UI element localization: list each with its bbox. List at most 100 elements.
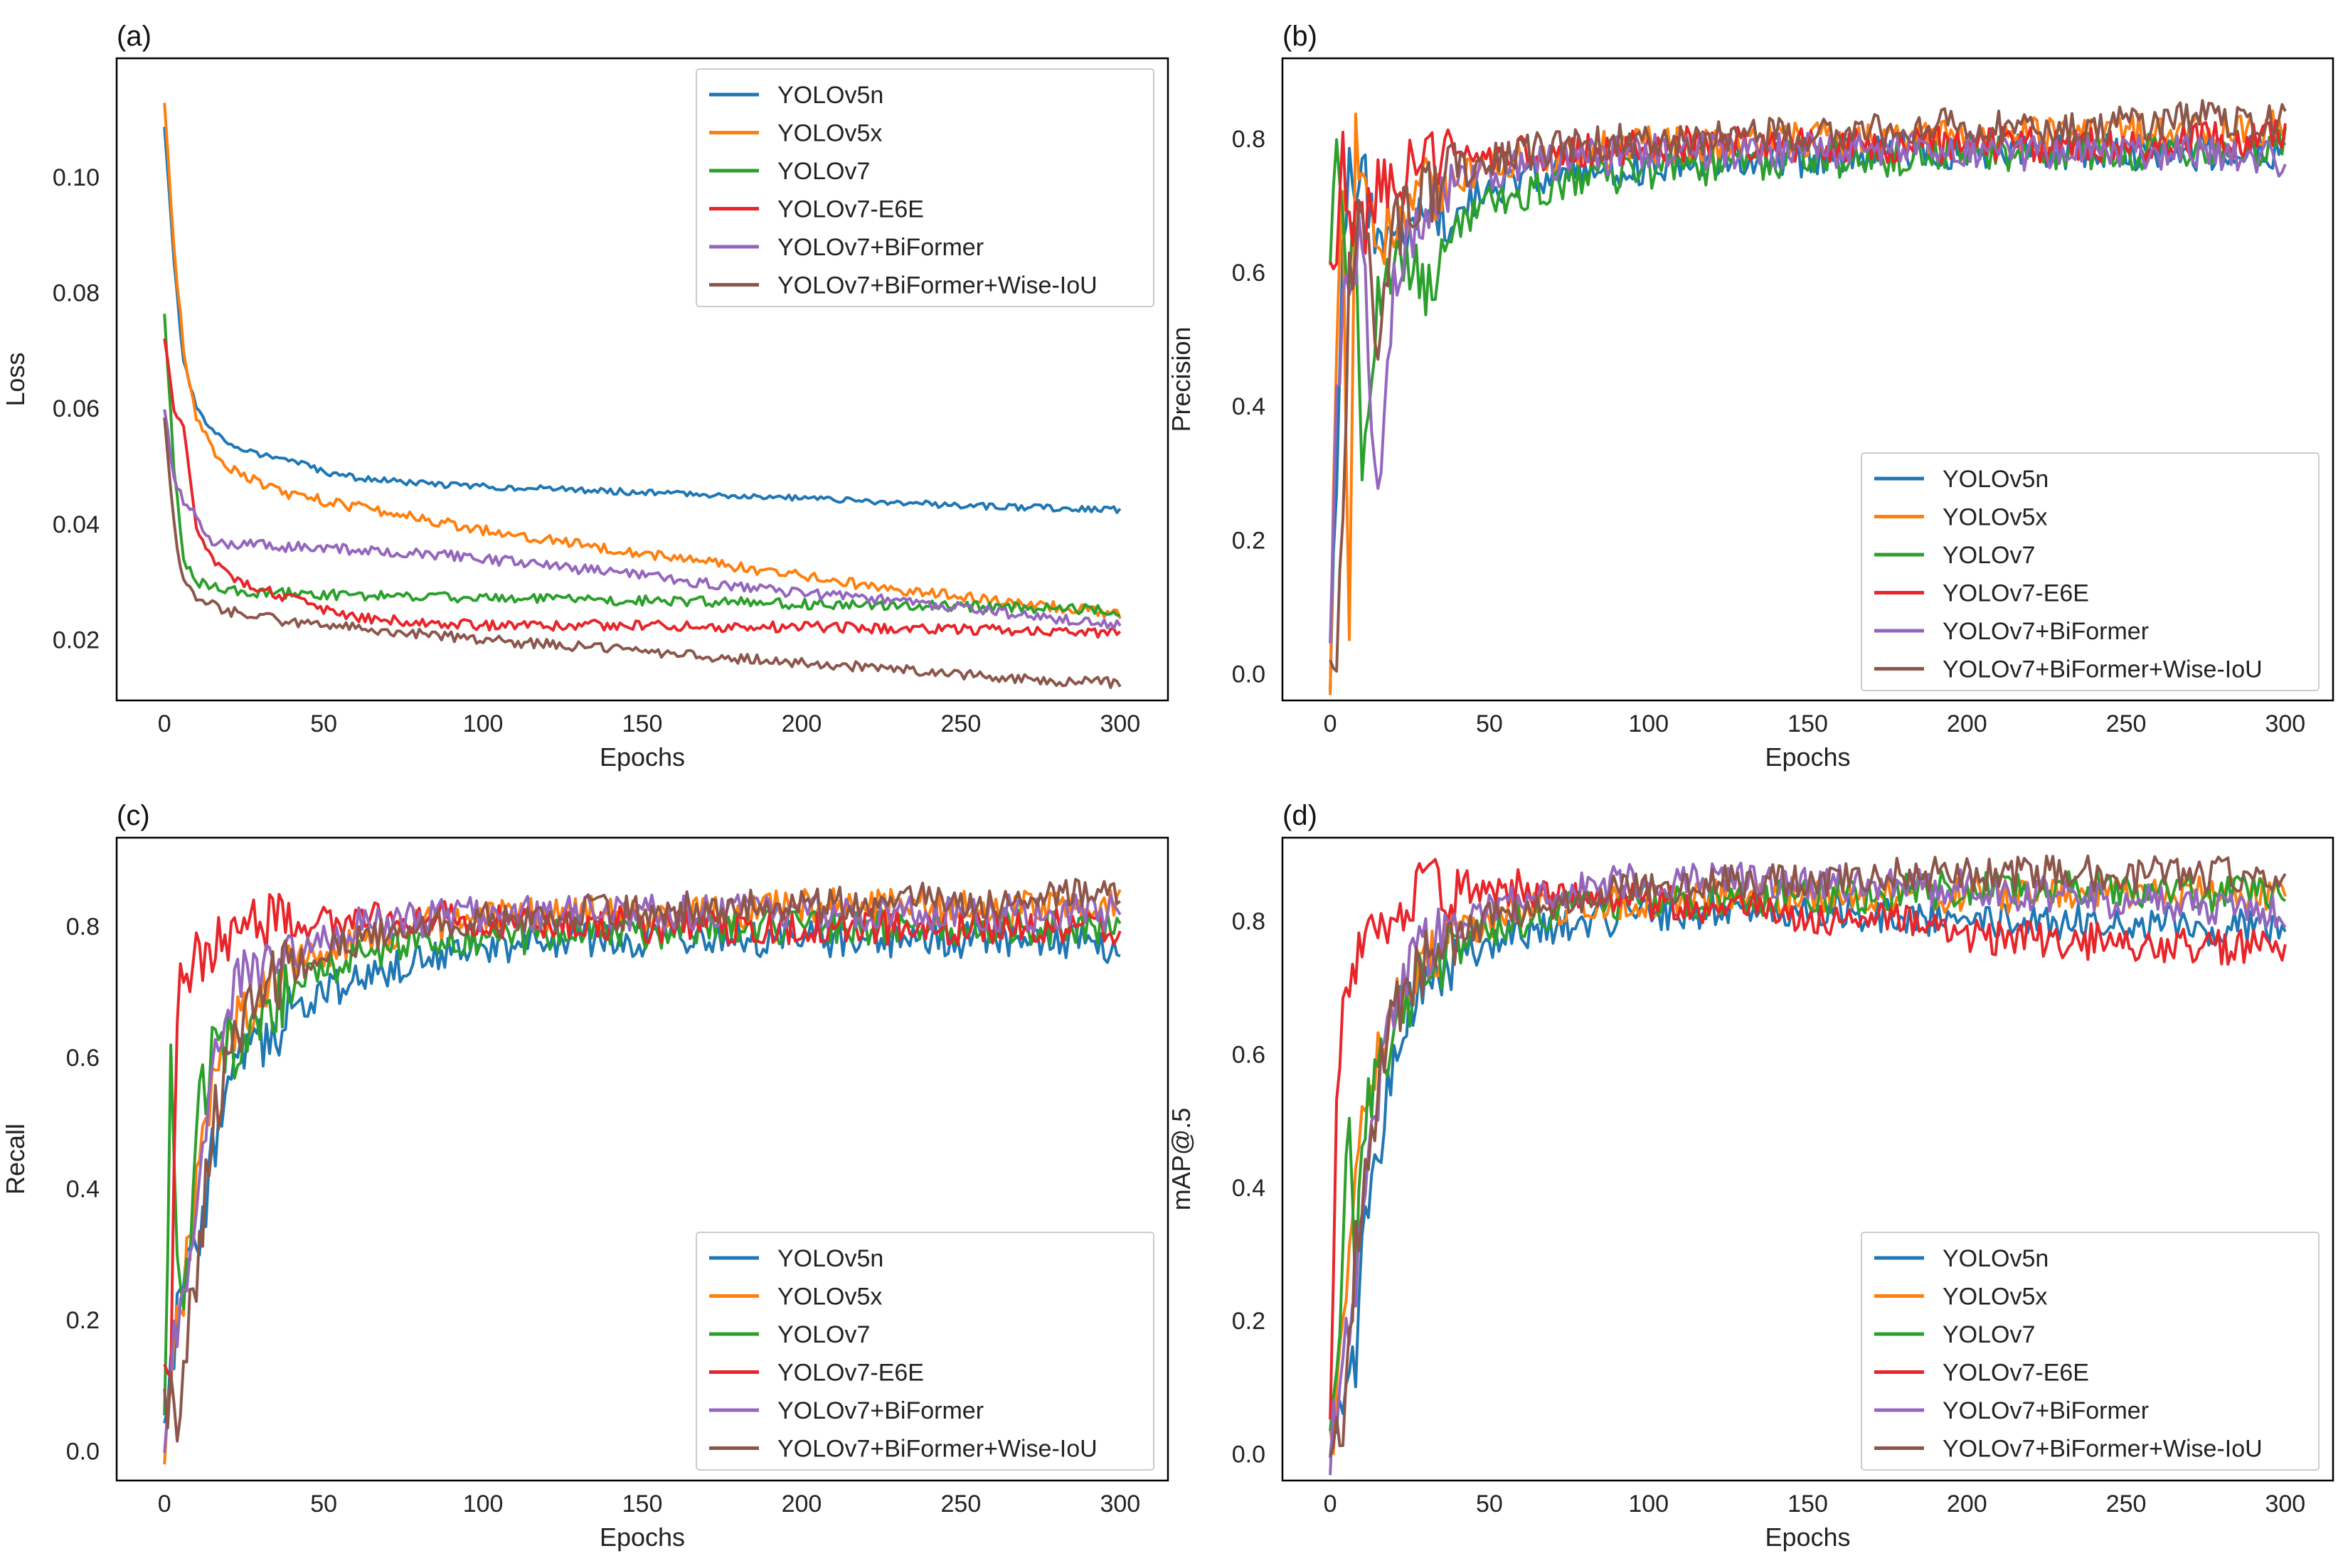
- x-tick-label: 100: [1628, 1490, 1669, 1518]
- x-axis-label: Epochs: [1765, 1522, 1850, 1552]
- legend-label: YOLOv5n: [1943, 1245, 2049, 1272]
- legend-box: [1861, 1232, 2320, 1471]
- panel-label: (b): [1282, 21, 1317, 52]
- legend-label: YOLOv5x: [777, 120, 882, 147]
- legend-label: YOLOv7+BiFormer: [1943, 1397, 2149, 1424]
- legend-box: [696, 1232, 1154, 1471]
- legend-label: YOLOv7+BiFormer+Wise-IoU: [777, 1436, 1098, 1463]
- y-tick-label: 0.6: [1232, 260, 1265, 287]
- legend-label: YOLOv7-E6E: [1943, 1360, 2089, 1387]
- legend-label: YOLOv7+BiFormer: [1943, 618, 2149, 645]
- series-line-3: [1329, 858, 2287, 1420]
- y-tick-label: 0.2: [1232, 527, 1265, 554]
- x-tick-label: 200: [1947, 710, 1987, 737]
- panel-3: (d) 0 50 100 150 200 250 300 0.0 0.2 0.4 0.6 0.8 Epoc…: [1167, 800, 2334, 1552]
- y-tick-label: 0.6: [1232, 1041, 1265, 1068]
- legend-label: YOLOv5x: [777, 1284, 882, 1311]
- x-axis-label: Epochs: [600, 1522, 685, 1552]
- y-tick-label: 0.2: [1232, 1308, 1265, 1335]
- plot-frame: [1281, 57, 2334, 702]
- legend: YOLOv5n YOLOv5x YOLOv7 YOLOv7-E6E YOLOv7+BiF…: [696, 1232, 1154, 1471]
- y-tick-label: 0.06: [53, 395, 100, 422]
- legend-label: YOLOv7+BiFormer+Wise-IoU: [1943, 656, 2263, 683]
- x-tick-label: 300: [2265, 710, 2305, 737]
- y-tick-label: 0.8: [1232, 908, 1265, 935]
- series-lines: [163, 878, 1122, 1465]
- series-lines: [1329, 99, 2287, 695]
- y-tick-label: 0.6: [66, 1045, 100, 1072]
- legend-label: YOLOv7-E6E: [777, 196, 924, 223]
- series-line-5: [1329, 854, 2287, 1458]
- y-tick-label: 0.8: [1232, 126, 1265, 153]
- series-line-0: [163, 127, 1122, 514]
- series-line-4: [163, 409, 1122, 630]
- panel-2: (c) 0 50 100 150 200 250 300 0.0 0.2 0.4 0.6 0.8 Epoc…: [1, 800, 1169, 1552]
- legend-label: YOLOv7+BiFormer+Wise-IoU: [777, 272, 1098, 299]
- series-lines: [163, 102, 1122, 689]
- legend-label: YOLOv5x: [1943, 1284, 2047, 1311]
- x-tick-label: 300: [1100, 710, 1140, 737]
- x-tick-label: 0: [158, 710, 171, 737]
- legend: YOLOv5n YOLOv5x YOLOv7 YOLOv7-E6E YOLOv7+BiF…: [1861, 1232, 2320, 1471]
- series-line-1: [163, 102, 1122, 619]
- x-tick-label: 100: [463, 710, 504, 737]
- y-tick-label: 0.0: [1232, 661, 1265, 688]
- y-tick-label: 0.8: [66, 914, 100, 941]
- y-tick-label: 0.04: [53, 511, 100, 538]
- legend-label: YOLOv7+BiFormer+Wise-IoU: [1943, 1436, 2263, 1463]
- series-line-3: [163, 338, 1122, 639]
- x-tick-label: 100: [463, 1490, 504, 1518]
- legend: YOLOv5n YOLOv5x YOLOv7 YOLOv7-E6E YOLOv7+BiF…: [696, 68, 1154, 307]
- x-tick-label: 0: [1324, 1490, 1337, 1518]
- legend-label: YOLOv5n: [1943, 466, 2049, 493]
- y-tick-label: 0.4: [1232, 1175, 1265, 1202]
- x-tick-label: 50: [310, 1490, 337, 1518]
- series-line-5: [1329, 99, 2287, 673]
- x-tick-label: 150: [1787, 710, 1828, 737]
- y-tick-label: 0.4: [1232, 393, 1265, 420]
- series-line-2: [163, 907, 1122, 1416]
- x-tick-label: 200: [782, 710, 822, 737]
- series-line-2: [163, 314, 1120, 617]
- x-tick-label: 150: [622, 1490, 663, 1518]
- y-tick-label: 0.2: [66, 1307, 100, 1334]
- y-axis-label: Loss: [1, 352, 30, 406]
- legend-label: YOLOv7+BiFormer: [777, 234, 984, 261]
- x-tick-label: 50: [1476, 710, 1503, 737]
- x-tick-label: 200: [782, 1490, 822, 1518]
- x-tick-label: 250: [941, 710, 982, 737]
- legend-label: YOLOv5x: [1943, 504, 2047, 531]
- x-tick-label: 250: [2106, 1490, 2147, 1518]
- series-lines: [1329, 854, 2287, 1476]
- panel-label: (a): [117, 21, 152, 52]
- series-line-1: [1329, 875, 2287, 1456]
- x-tick-label: 250: [941, 1490, 982, 1518]
- y-axis-label: Recall: [1, 1124, 30, 1195]
- y-tick-label: 0.0: [1232, 1441, 1265, 1468]
- legend-label: YOLOv7-E6E: [777, 1360, 924, 1387]
- x-tick-label: 0: [158, 1490, 171, 1518]
- legend-label: YOLOv5n: [777, 82, 883, 109]
- legend-box: [696, 68, 1154, 307]
- legend-label: YOLOv7+BiFormer: [777, 1397, 984, 1424]
- x-tick-label: 150: [1787, 1490, 1828, 1518]
- legend-box: [1861, 452, 2320, 691]
- legend-label: YOLOv7: [777, 1321, 870, 1348]
- panel-0: (a) 0 50 100 150 200 250 300 0.02 0.04 0.06 0.08 0.1…: [1, 21, 1169, 772]
- x-tick-label: 300: [2265, 1490, 2305, 1518]
- plot-frame: [115, 57, 1169, 702]
- x-tick-label: 100: [1628, 710, 1669, 737]
- x-tick-label: 300: [1100, 1490, 1140, 1518]
- y-axis-label: Precision: [1167, 326, 1196, 432]
- y-tick-label: 0.10: [53, 164, 100, 191]
- plot-frame: [1281, 836, 2334, 1482]
- series-line-4: [1329, 861, 2287, 1476]
- legend-label: YOLOv7: [1943, 542, 2035, 569]
- series-line-5: [163, 878, 1122, 1443]
- panel-label: (d): [1282, 800, 1317, 831]
- x-tick-label: 50: [310, 710, 337, 737]
- y-axis-label: mAP@.5: [1167, 1108, 1196, 1211]
- legend-label: YOLOv5n: [777, 1245, 883, 1272]
- x-axis-label: Epochs: [1765, 742, 1850, 772]
